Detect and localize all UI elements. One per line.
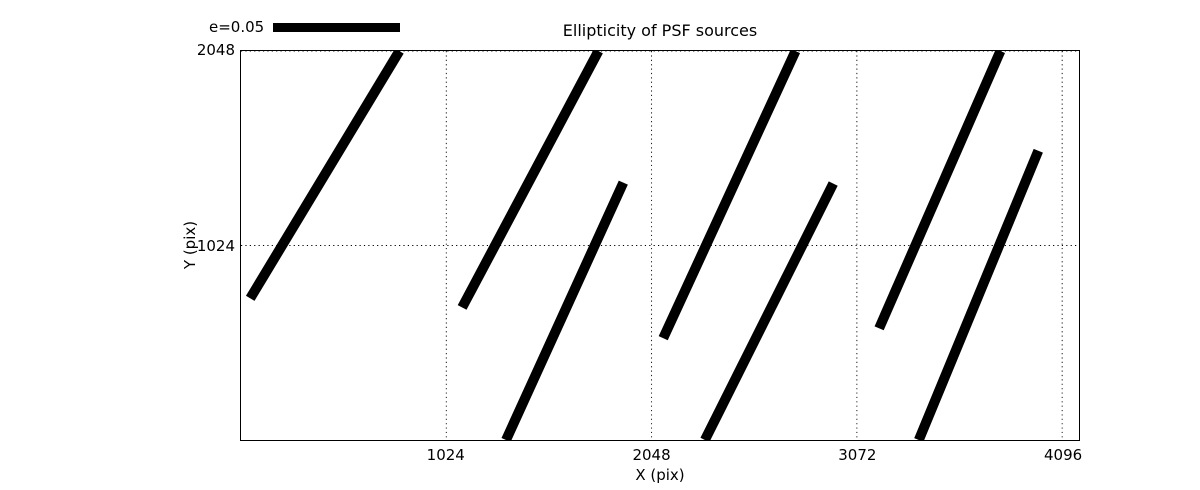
- legend-whisker-bar: [273, 22, 401, 32]
- chart-title: Ellipticity of PSF sources: [562, 21, 758, 40]
- y-tick-label: 1024: [196, 236, 235, 255]
- legend: e=0.05: [209, 18, 401, 36]
- whisker-segment: [658, 51, 801, 341]
- x-tick-label: 3072: [838, 446, 877, 464]
- x-axis-label: X (pix): [635, 466, 685, 484]
- x-tick-label: 1024: [426, 446, 465, 464]
- whisker-segment: [914, 148, 1043, 440]
- whisker-segment: [501, 180, 628, 440]
- whisker-segment: [700, 181, 838, 440]
- legend-label: e=0.05: [209, 18, 265, 36]
- y-tick-label: 2048: [196, 41, 235, 59]
- whisker-segment: [245, 51, 404, 301]
- whisker-segment: [457, 51, 603, 310]
- plot-area: [240, 50, 1080, 441]
- x-tick-label: 2048: [632, 446, 671, 464]
- x-tick-label: 4096: [1044, 446, 1083, 464]
- whisker-segment: [874, 51, 1005, 331]
- plot-svg: [241, 51, 1079, 440]
